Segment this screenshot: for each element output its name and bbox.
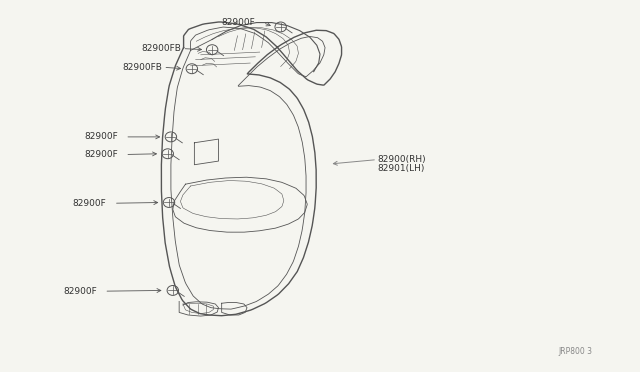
- Text: JRP800 3: JRP800 3: [559, 347, 593, 356]
- Text: 82900(RH): 82900(RH): [377, 155, 426, 164]
- Text: 82900F: 82900F: [84, 150, 118, 159]
- Text: 82900F: 82900F: [84, 132, 118, 141]
- Text: 82900F: 82900F: [221, 18, 255, 27]
- Text: 82900F: 82900F: [72, 199, 106, 208]
- Text: 82901(LH): 82901(LH): [377, 164, 424, 173]
- Text: 82900FB: 82900FB: [122, 63, 162, 72]
- Text: 82900FB: 82900FB: [141, 44, 181, 53]
- Text: 82900F: 82900F: [63, 287, 97, 296]
